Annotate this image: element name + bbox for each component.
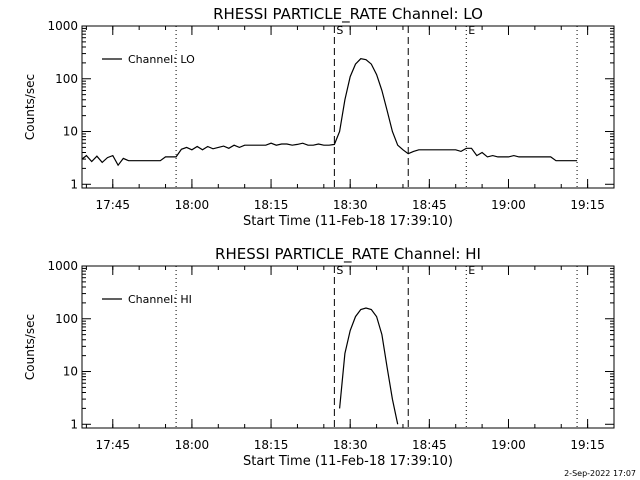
lo-x-tick-label: 18:30 [333,198,368,212]
hi-y-tick-label: 1000 [47,259,78,273]
hi-x-tick-label: 18:15 [254,438,289,452]
hi-x-tick-label: 19:15 [570,438,605,452]
lo-series-line [81,58,578,167]
hi-x-tick-label: 19:00 [491,438,526,452]
hi-y-tick-label: 10 [63,365,78,379]
lo-x-tick-label: 17:45 [95,198,130,212]
lo-y-axis-label: Counts/sec [23,74,37,140]
lo-y-tick-label: 100 [55,72,78,86]
chart-panel-hi: RHESSI PARTICLE_RATE Channel: HI Counts/s… [23,245,615,469]
chart-panel-lo: RHESSI PARTICLE_RATE Channel: LO Counts/s… [23,5,615,229]
lo-y-tick-label: 1000 [47,19,78,33]
hi-x-tick-label: 18:45 [412,438,447,452]
hi-y-tick-label: 1 [70,417,78,431]
lo-x-tick-label: 18:45 [412,198,447,212]
lo-x-tick-label: 19:00 [491,198,526,212]
hi-legend-label: Channel: HI [128,293,192,306]
hi-y-tick-label: 100 [55,312,78,326]
footer-timestamp: 2-Sep-2022 17:07 [564,469,636,478]
hi-x-tick-label: 18:30 [333,438,368,452]
lo-legend-label: Channel: LO [128,53,195,66]
hi-chart-title: RHESSI PARTICLE_RATE Channel: HI [215,245,481,264]
lo-y-tick-label: 1 [70,177,78,191]
lo-x-axis-label: Start Time (11-Feb-18 17:39:10) [243,214,453,229]
hi-x-tick-label: 17:45 [95,438,130,452]
hi-marker-label: S [336,264,343,277]
lo-x-tick-label: 18:15 [254,198,289,212]
lo-x-tick-label: 19:15 [570,198,605,212]
lo-plot-frame [81,25,615,189]
lo-marker-label: E [468,24,475,37]
hi-y-axis-label: Counts/sec [23,314,37,380]
hi-marker-label: E [468,264,475,277]
hi-plot-frame [81,265,615,429]
lo-y-tick-label: 10 [63,125,78,139]
hi-x-axis-label: Start Time (11-Feb-18 17:39:10) [243,454,453,469]
lo-chart-title: RHESSI PARTICLE_RATE Channel: LO [213,5,483,24]
lo-marker-label: S [336,24,343,37]
hi-x-tick-label: 18:00 [175,438,210,452]
lo-x-tick-label: 18:00 [175,198,210,212]
hi-series-line [339,307,399,425]
